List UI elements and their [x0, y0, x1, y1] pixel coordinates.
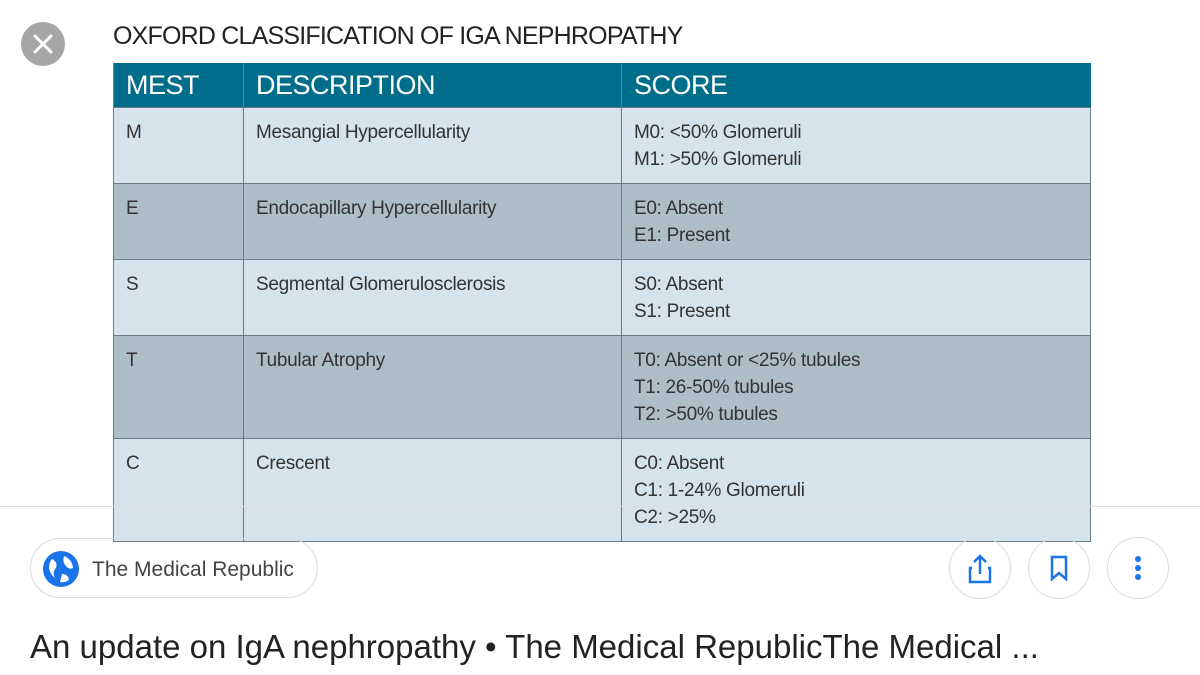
- score-cell: M0: <50% Glomeruli M1: >50% Glomeruli: [621, 107, 1091, 184]
- score-line: E1: Present: [634, 225, 730, 246]
- description-cell: Endocapillary Hypercellularity: [243, 183, 622, 260]
- score-cell: E0: Absent E1: Present: [621, 183, 1091, 260]
- score-cell: C0: Absent C1: 1-24% Glomeruli C2: >25%: [621, 438, 1091, 542]
- score-line: S1: Present: [634, 301, 730, 322]
- score-line: E0: Absent: [634, 198, 723, 219]
- header-cell: DESCRIPTION: [243, 63, 622, 108]
- divider: [0, 506, 1200, 507]
- bookmark-button[interactable]: [1028, 537, 1090, 599]
- mest-table: MEST DESCRIPTION SCORE M Mesangial Hypercel…: [113, 63, 1091, 542]
- table-row: T Tubular Atrophy T0: Absent or <25% tubul…: [113, 335, 1091, 439]
- description-cell: Segmental Glomerulosclerosis: [243, 259, 622, 336]
- table-row: S Segmental Glomerulosclerosis S0: Absent S…: [113, 259, 1091, 336]
- score-cell: T0: Absent or <25% tubules T1: 26-50% tub…: [621, 335, 1091, 439]
- source-chip[interactable]: [30, 538, 318, 598]
- score-line: C2: >25%: [634, 507, 716, 528]
- source-name: The Medical Republic: [92, 558, 294, 581]
- more-icon: [1135, 556, 1141, 580]
- score-line: T2: >50% tubules: [634, 404, 778, 425]
- score-line: S0: Absent: [634, 274, 723, 295]
- table-row: E Endocapillary Hypercellularity E0: Absen…: [113, 183, 1091, 260]
- result-caption[interactable]: An update on IgA nephropathy • The Medic…: [30, 628, 1039, 665]
- code-cell: E: [113, 183, 244, 260]
- score-line: C1: 1-24% Glomeruli: [634, 480, 805, 501]
- code-cell: T: [113, 335, 244, 439]
- globe-icon: [43, 551, 79, 587]
- code-cell: C: [113, 438, 244, 542]
- close-button[interactable]: [20, 21, 66, 67]
- code-cell: M: [113, 107, 244, 184]
- code-cell: S: [113, 259, 244, 336]
- score-line: T0: Absent or <25% tubules: [634, 350, 861, 371]
- table-row: M Mesangial Hypercellularity M0: <50% Glom…: [113, 107, 1091, 184]
- header-cell: SCORE: [621, 63, 1091, 108]
- description-cell: Mesangial Hypercellularity: [243, 107, 622, 184]
- more-button[interactable]: [1107, 537, 1169, 599]
- header-row: MEST DESCRIPTION SCORE: [113, 63, 1091, 108]
- score-line: M1: >50% Glomeruli: [634, 149, 802, 170]
- share-icon: [968, 554, 992, 584]
- description-cell: Crescent: [243, 438, 622, 542]
- image-title: OXFORD CLASSIFICATION OF IGA NEPHROPATHY: [113, 22, 683, 50]
- score-cell: S0: Absent S1: Present: [621, 259, 1091, 336]
- score-line: T1: 26-50% tubules: [634, 377, 794, 398]
- table-row: C Crescent C0: Absent C1: 1-24% Glomeruli C2…: [113, 438, 1091, 542]
- share-button[interactable]: [949, 537, 1011, 599]
- bookmark-icon: [1050, 555, 1068, 582]
- description-cell: Tubular Atrophy: [243, 335, 622, 439]
- score-line: M0: <50% Glomeruli: [634, 122, 802, 143]
- header-cell: MEST: [113, 63, 244, 108]
- score-line: C0: Absent: [634, 453, 724, 474]
